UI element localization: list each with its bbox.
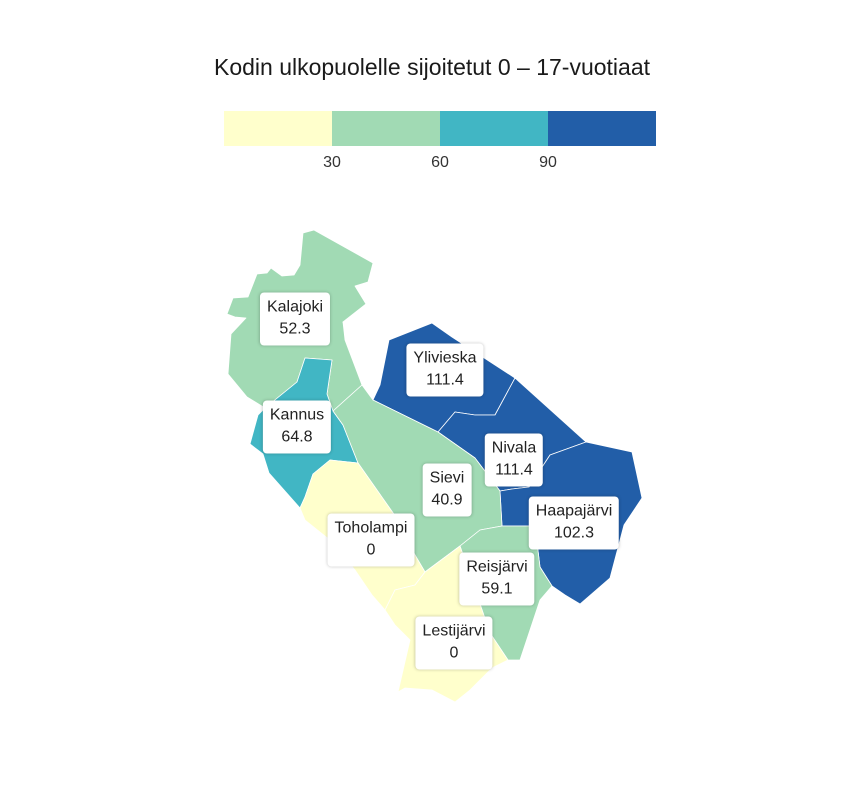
region-value: 40.9 [431,491,463,509]
legend-swatch-4 [548,111,656,146]
region-label-lestijarvi: Lestijärvi 0 [415,616,493,670]
region-label-kalajoki: Kalajoki 52.3 [259,292,331,346]
region-name: Kalajoki [266,298,324,316]
region-name: Sievi [429,469,465,487]
legend-swatch-3 [440,111,548,146]
legend-swatch-1 [224,111,332,146]
region-value: 52.3 [279,320,311,338]
region-name: Kannus [269,406,325,424]
region-name: Reisjärvi [466,558,528,576]
legend-tick-90: 90 [539,154,557,171]
region-value: 102.3 [553,524,595,542]
region-label-haapajarvi: Haapajärvi 102.3 [528,496,620,550]
region-name: Haapajärvi [535,502,613,520]
region-label-kannus: Kannus 64.8 [262,400,332,454]
region-value: 111.4 [495,461,533,479]
legend-color-bar [224,111,656,146]
region-label-reisjarvi: Reisjärvi 59.1 [459,552,535,606]
region-name: Nivala [491,439,537,457]
region-value: 59.1 [481,580,513,598]
region-label-ylivieska: Ylivieska 111.4 [406,343,484,397]
region-value: 64.8 [281,428,313,446]
region-name: Ylivieska [413,349,477,367]
map-title: Kodin ulkopuolelle sijoitetut 0 – 17-vuo… [213,54,650,80]
region-value: 111.4 [426,371,464,389]
region-label-sievi: Sievi 40.9 [422,463,472,517]
region-name: Lestijärvi [422,622,486,640]
region-value: 0 [449,644,459,662]
legend-swatch-2 [332,111,440,146]
legend-tick-30: 30 [323,154,341,171]
region-label-toholampi: Toholampi 0 [327,513,415,567]
region-label-nivala: Nivala 111.4 [484,433,544,487]
legend-tick-60: 60 [431,154,449,171]
region-value: 0 [366,541,376,559]
region-name: Toholampi [334,519,408,537]
